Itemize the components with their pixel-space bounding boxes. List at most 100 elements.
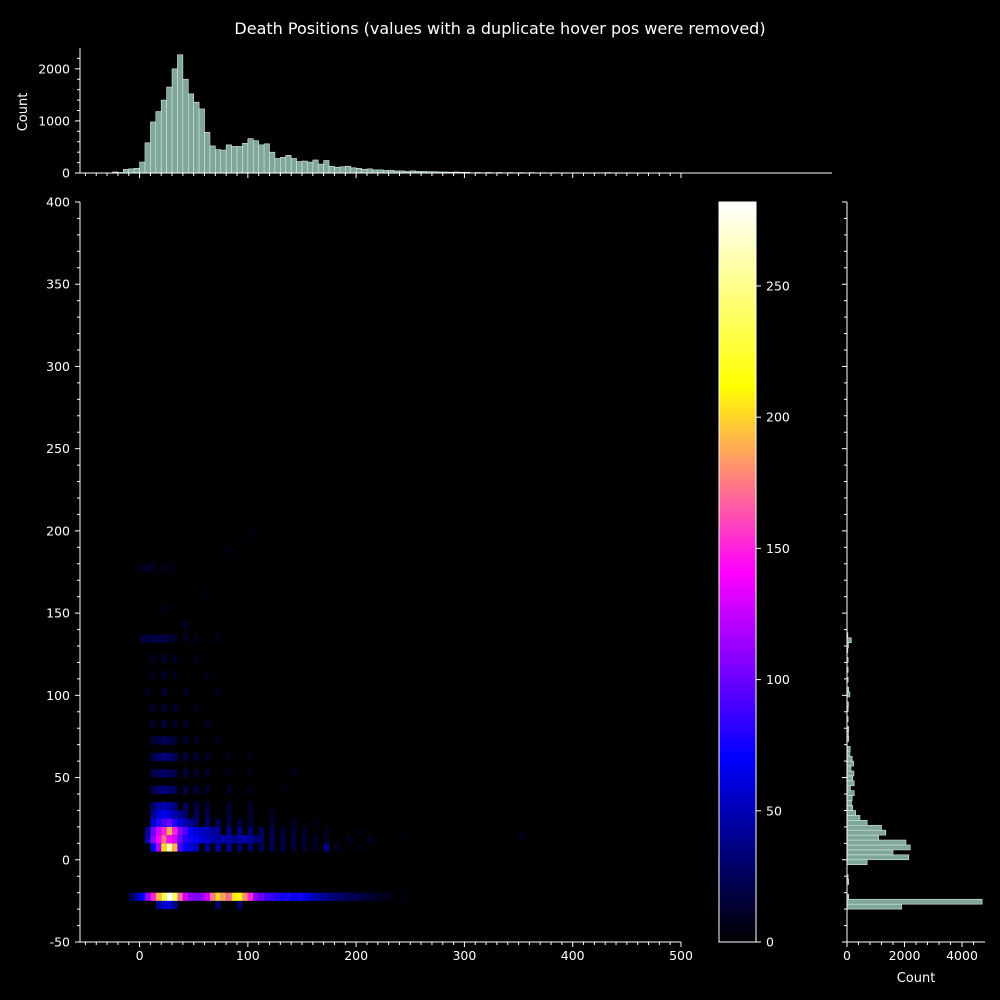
top-histogram-bar	[166, 86, 173, 174]
heatmap-cell	[139, 563, 145, 572]
heatmap-cell	[377, 892, 384, 901]
heatmap-cell	[264, 892, 270, 901]
heatmap-cell	[237, 818, 243, 827]
heatmap-cell	[155, 900, 162, 910]
top-histogram-bar	[236, 146, 243, 174]
heatmap-cell	[253, 892, 259, 901]
top-histogram-bar	[334, 166, 341, 174]
heatmap-cell	[144, 687, 151, 696]
top-marginal-ylabel: Count	[16, 93, 31, 132]
right-histogram-bar	[846, 824, 882, 831]
heatmap-cell	[182, 687, 189, 696]
heatmap-cell	[291, 826, 297, 836]
heatmap-cell	[150, 670, 156, 679]
heatmap-cell	[318, 892, 324, 901]
heatmap-cell	[372, 892, 378, 901]
heatmap-cell	[274, 892, 281, 901]
heatmap-cell	[258, 892, 265, 901]
heatmap-cell	[383, 892, 389, 901]
heatmap-cell	[280, 785, 286, 794]
heatmap-cell	[144, 826, 151, 836]
heatmap-cell	[193, 785, 200, 794]
heatmap-cell	[269, 810, 275, 819]
heatmap-cell	[155, 835, 162, 844]
right-histogram-bar	[846, 859, 868, 866]
heatmap-cell	[199, 892, 205, 901]
heatmap-cell	[161, 843, 167, 852]
heatmap-cell	[269, 835, 275, 844]
heatmap-cell	[237, 892, 243, 901]
top-histogram-bar	[274, 158, 281, 174]
heatmap-cell	[182, 843, 189, 852]
right-histogram-bar	[846, 854, 910, 861]
heatmap-cell	[301, 826, 308, 836]
heatmap-cell	[301, 843, 308, 852]
heatmap-cell	[166, 634, 173, 643]
top-histogram-bar	[355, 168, 362, 174]
heatmap-cell	[150, 703, 156, 712]
heatmap-cell	[350, 892, 357, 901]
heatmap-cell	[312, 843, 319, 852]
top-histogram-bar	[269, 151, 276, 174]
heatmap-cell	[161, 752, 167, 762]
joint-y-tick-label: 400	[46, 195, 70, 210]
right-histogram-bar	[846, 898, 983, 905]
heatmap-cell	[172, 785, 178, 794]
top-histogram-bar	[317, 163, 324, 174]
heatmap-cell	[150, 736, 156, 745]
top-histogram-bar	[258, 144, 265, 174]
joint-y-tick-label: 100	[46, 688, 70, 703]
heatmap-cell	[199, 835, 205, 844]
joint-y-tick-label: -50	[50, 935, 70, 950]
heatmap-cell	[155, 736, 162, 745]
colorbar-tick-label: 250	[766, 278, 790, 293]
heatmap-cell	[226, 826, 232, 836]
heatmap-cell	[242, 892, 248, 901]
heatmap-cell	[161, 810, 167, 819]
heatmap-cell	[128, 892, 135, 901]
heatmap-cell	[155, 810, 162, 819]
heatmap-cell	[209, 835, 216, 844]
top-histogram-bar	[204, 132, 211, 174]
right-x-tick-label: 4000	[946, 948, 978, 963]
colorbar-tick-label: 100	[766, 672, 790, 687]
heatmap-cell	[144, 892, 151, 901]
heatmap-cell	[215, 687, 221, 696]
heatmap-cell	[150, 720, 156, 729]
heatmap-cell	[150, 785, 156, 794]
heatmap-cell	[182, 802, 189, 811]
heatmap-cell	[204, 588, 210, 597]
heatmap-cell	[199, 826, 205, 836]
heatmap-cell	[247, 818, 254, 827]
right-histogram-bar	[846, 780, 855, 787]
right-histogram-bar	[846, 795, 853, 801]
heatmap-cell	[166, 900, 173, 910]
heatmap-cell	[296, 892, 302, 901]
right-histogram-bar	[846, 903, 902, 910]
heatmap-cell	[161, 802, 167, 811]
top-histogram-bar	[296, 161, 303, 174]
right-histogram-bar	[846, 810, 856, 816]
right-histogram-bar	[846, 755, 853, 762]
top-histogram-bar	[198, 108, 205, 174]
heatmap-cell	[161, 826, 167, 836]
heatmap-cell	[247, 530, 254, 540]
colorbar-tick-label: 50	[766, 803, 782, 818]
heatmap-cell	[139, 634, 145, 643]
heatmap-cell	[193, 769, 200, 778]
heatmap-cell	[193, 802, 200, 811]
top-histogram-bar	[123, 169, 130, 174]
chart-title: Death Positions (values with a duplicate…	[234, 19, 765, 38]
top-histogram-bar	[280, 157, 287, 174]
top-histogram-bar	[215, 149, 222, 174]
top-histogram-bar	[187, 93, 194, 174]
heatmap-cell	[161, 835, 167, 844]
heatmap-cell	[215, 900, 221, 910]
heatmap-cell	[258, 835, 265, 844]
top-histogram-bar	[231, 146, 238, 174]
right-histogram-bar	[846, 800, 852, 806]
heatmap-cell	[182, 892, 189, 901]
heatmap-cell	[182, 818, 189, 827]
heatmap-cell	[177, 810, 183, 819]
top-histogram-bar	[155, 111, 162, 174]
